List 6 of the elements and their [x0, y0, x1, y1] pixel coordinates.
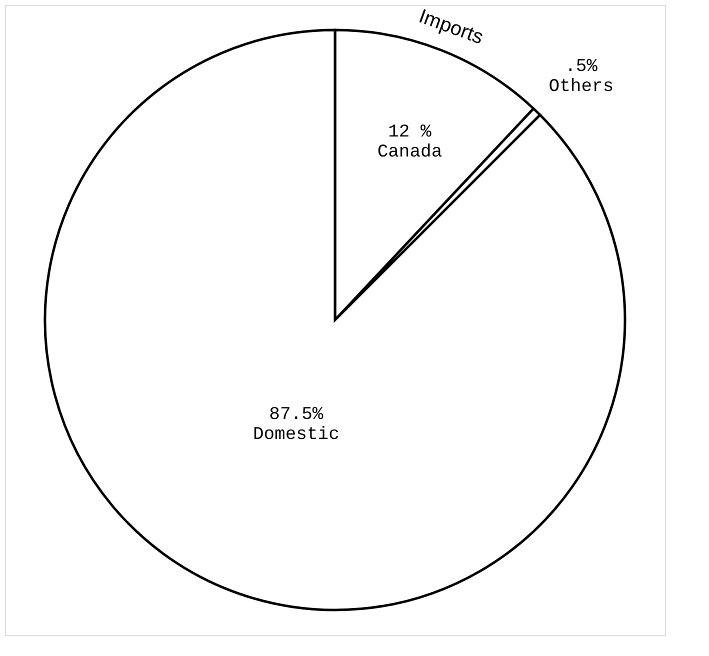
slice-label: Canada	[377, 142, 442, 162]
data-label: 87.5%	[269, 404, 324, 425]
data-label: .5%	[565, 56, 598, 77]
data-label: 12 %	[388, 122, 432, 142]
slice-label: Domestic	[252, 424, 340, 445]
slice-label: Others	[548, 76, 614, 97]
